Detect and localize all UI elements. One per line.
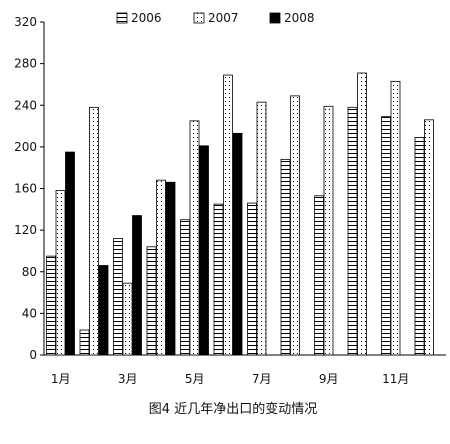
x-tick-label: 9月	[319, 372, 339, 386]
bar-2007-7	[256, 101, 267, 356]
bar-2006-6	[213, 203, 224, 356]
y-tick-label: 80	[22, 265, 37, 279]
x-tick-label: 5月	[185, 372, 205, 386]
bar-2008-1	[65, 151, 75, 356]
bar-2006-10	[347, 106, 358, 356]
bar-2007-11	[390, 80, 401, 356]
tick-labels: 0 40 80 120 160 200 240 280 320 1月 3月 5月 7月 9月 11月	[14, 15, 409, 386]
y-tick-label: 40	[22, 306, 37, 320]
bar-2007-8	[290, 95, 300, 356]
bar-2008-3	[132, 215, 142, 356]
legend-swatch-2006	[116, 12, 128, 24]
bar-2006-8	[280, 158, 291, 356]
bar-2007-6	[223, 74, 233, 356]
bar-2007-1	[55, 190, 66, 356]
x-tick-label: 11月	[382, 372, 409, 386]
bar-2007-2	[89, 106, 99, 356]
bar-2006-12	[414, 137, 425, 356]
y-tick-label: 280	[14, 57, 37, 71]
bar-2007-10	[357, 72, 367, 356]
x-tick-label: 7月	[252, 372, 272, 386]
y-tick-label: 120	[14, 223, 37, 237]
legend-label-2007: 2007	[208, 11, 239, 25]
bar-2006-11	[381, 116, 391, 356]
x-tick-label: 3月	[118, 372, 138, 386]
bar-2006-2	[79, 329, 90, 356]
bar-2008-5	[199, 145, 209, 356]
bars	[46, 72, 434, 356]
bar-2007-5	[189, 120, 200, 356]
y-tick-label: 240	[14, 98, 37, 112]
bar-2006-9	[314, 195, 324, 356]
legend-label-2008: 2008	[284, 11, 315, 25]
legend-swatch-2008	[269, 12, 281, 24]
bar-2006-3	[113, 238, 123, 356]
bar-2008-2	[98, 265, 109, 356]
bar-2007-4	[156, 179, 166, 356]
bar-2008-6	[232, 132, 243, 356]
legend-label-2006: 2006	[131, 11, 162, 25]
y-tick-label: 200	[14, 140, 37, 154]
legend-swatch-2007	[193, 12, 205, 24]
y-tick-label: 320	[14, 15, 37, 29]
bar-2007-3	[122, 282, 133, 356]
legend: 2006 2007 2008	[116, 11, 315, 25]
bar-2006-7	[247, 202, 257, 356]
bar-2007-9	[323, 105, 334, 356]
bar-2008-4	[165, 181, 176, 356]
y-tick-label: 0	[29, 348, 37, 362]
bar-2007-12	[424, 119, 434, 356]
chart-caption: 图4 近几年净出口的变动情况	[149, 401, 317, 417]
y-tick-label: 160	[14, 182, 37, 196]
x-tick-label: 1月	[51, 372, 71, 386]
bar-2006-4	[146, 246, 157, 356]
bar-2006-1	[46, 255, 56, 356]
axes	[40, 21, 446, 356]
bar-2006-5	[180, 219, 190, 356]
